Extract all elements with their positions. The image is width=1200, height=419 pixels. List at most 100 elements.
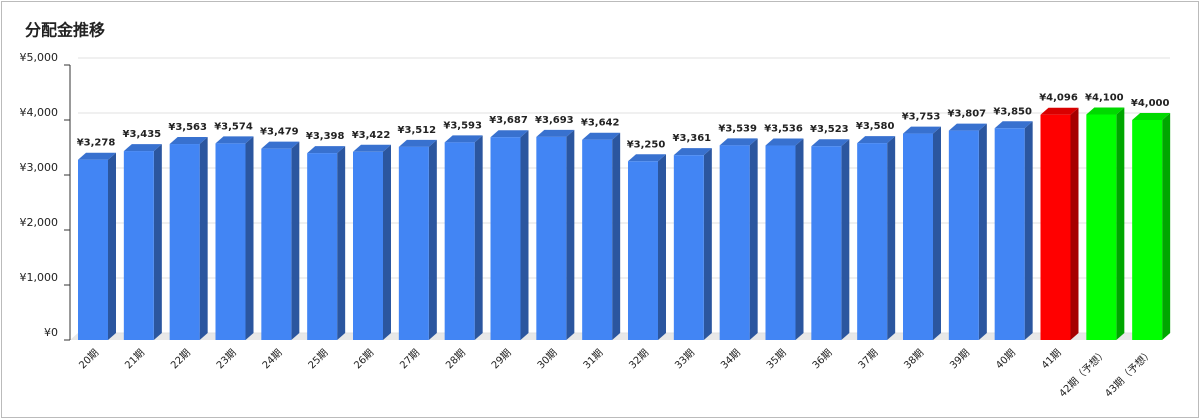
- bar-top: [765, 138, 804, 146]
- y-tick-label: ¥0: [44, 326, 58, 339]
- value-label: ¥3,435: [123, 129, 162, 140]
- value-label: ¥3,807: [948, 109, 987, 120]
- bar-side: [1162, 113, 1171, 340]
- bar-top: [1086, 107, 1125, 115]
- value-label: ¥3,512: [398, 125, 437, 136]
- bar-top: [398, 139, 437, 147]
- bar-side: [245, 136, 254, 340]
- bar-top: [628, 154, 666, 162]
- bar-side: [337, 146, 346, 340]
- bar-top: [1040, 107, 1079, 115]
- value-label: ¥3,523: [810, 124, 849, 135]
- bar-top: [444, 135, 483, 143]
- value-label: ¥3,361: [673, 133, 712, 144]
- value-label: ¥3,536: [764, 124, 803, 135]
- bar: [169, 144, 200, 340]
- bar: [215, 143, 246, 340]
- bar-top: [261, 141, 300, 149]
- value-label: ¥3,642: [581, 118, 620, 129]
- bar-top: [857, 136, 896, 144]
- bar-side: [199, 137, 208, 340]
- bar-top: [490, 130, 529, 138]
- value-label: ¥3,563: [168, 122, 207, 133]
- bar: [903, 133, 933, 340]
- bar-top: [673, 148, 712, 156]
- bar-side: [887, 136, 896, 340]
- value-label: ¥3,593: [443, 120, 482, 131]
- value-label: ¥3,250: [627, 139, 666, 150]
- bar-side: [566, 129, 575, 340]
- bar: [673, 155, 704, 340]
- bar-side: [841, 139, 850, 340]
- value-label: ¥4,000: [1131, 98, 1170, 109]
- bar: [811, 146, 842, 340]
- bar-top: [169, 137, 208, 145]
- bar-side: [1024, 121, 1033, 340]
- bar: [1086, 114, 1117, 340]
- value-label: ¥4,096: [1039, 93, 1078, 104]
- bar: [719, 145, 750, 340]
- y-tick-label: ¥3,000: [20, 161, 59, 174]
- bar: [307, 153, 338, 340]
- bar-top: [307, 146, 346, 154]
- bar-side: [703, 148, 712, 340]
- bar-side: [795, 138, 804, 340]
- value-label: ¥3,574: [214, 121, 253, 132]
- bar-top: [903, 126, 941, 134]
- value-label: ¥3,422: [352, 130, 391, 141]
- value-label: ¥3,539: [718, 123, 757, 134]
- bar-side: [108, 152, 116, 340]
- bar-side: [749, 138, 758, 340]
- chart-title: 分配金推移: [25, 21, 105, 40]
- value-label: ¥3,693: [535, 115, 574, 126]
- value-label: ¥3,580: [856, 121, 895, 132]
- bar-top: [719, 138, 758, 146]
- bar-side: [291, 141, 300, 340]
- bar-side: [383, 144, 391, 340]
- y-tick-label: ¥1,000: [20, 271, 59, 284]
- floor: [70, 333, 1170, 340]
- bar: [1132, 120, 1163, 340]
- bar-top: [1132, 113, 1171, 120]
- bar: [765, 145, 796, 340]
- y-tick-label: ¥2,000: [20, 216, 59, 229]
- value-label: ¥3,278: [77, 138, 116, 149]
- value-label: ¥3,398: [306, 131, 345, 142]
- value-label: ¥3,687: [489, 115, 528, 126]
- bar-side: [658, 154, 666, 340]
- bar: [398, 146, 429, 340]
- bar-side: [153, 144, 162, 340]
- y-tick-label: ¥5,000: [20, 51, 59, 64]
- bar: [948, 130, 979, 340]
- bar-top: [215, 136, 254, 144]
- bar: [78, 159, 108, 340]
- bar: [536, 136, 567, 340]
- bar: [857, 143, 888, 340]
- bar: [582, 139, 613, 340]
- bar-top: [994, 121, 1033, 129]
- bar-side: [474, 135, 483, 340]
- value-label: ¥3,753: [902, 112, 941, 123]
- bar: [1040, 114, 1071, 340]
- bar-side: [1070, 107, 1079, 340]
- value-label: ¥3,850: [993, 106, 1032, 117]
- bar: [123, 151, 154, 340]
- bar-side: [978, 123, 987, 341]
- bar-top: [353, 144, 391, 152]
- bar: [261, 148, 292, 340]
- bar-side: [933, 126, 941, 341]
- bar-top: [536, 129, 575, 137]
- value-label: ¥4,100: [1085, 93, 1124, 104]
- bar-side: [520, 130, 529, 340]
- bar: [353, 151, 383, 340]
- bar: [994, 128, 1025, 340]
- y-tick-label: ¥4,000: [20, 106, 59, 119]
- bar: [628, 161, 658, 340]
- bar-side: [428, 139, 437, 340]
- bar-top: [582, 132, 621, 140]
- bar-top: [811, 139, 850, 147]
- bar-top: [123, 144, 162, 152]
- bar: [490, 137, 521, 340]
- bar: [444, 142, 475, 340]
